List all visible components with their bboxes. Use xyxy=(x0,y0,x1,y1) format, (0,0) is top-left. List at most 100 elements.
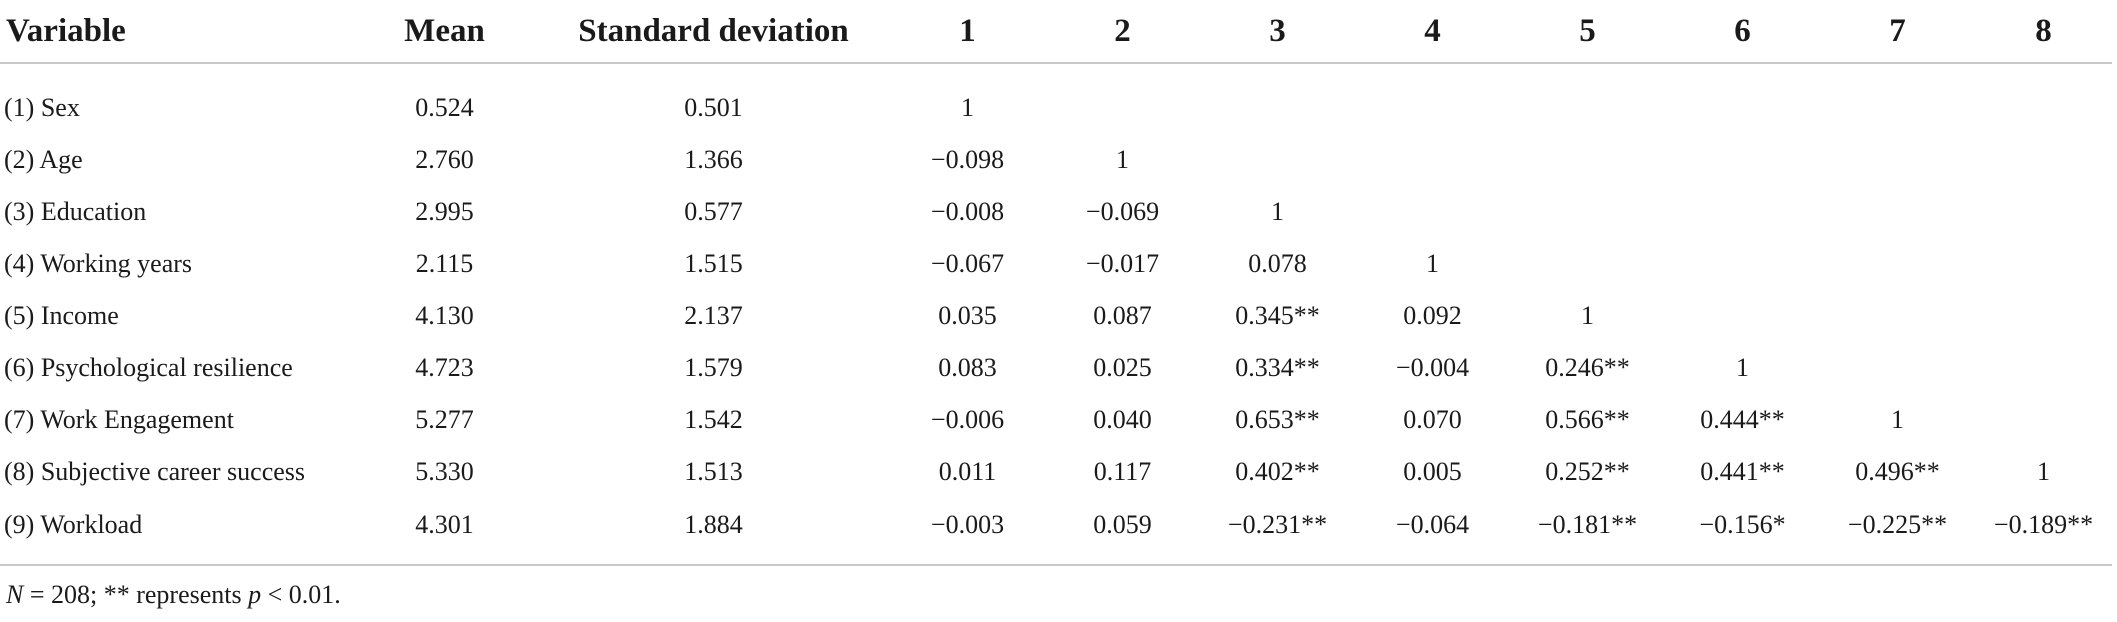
column-header-8: 8 xyxy=(1975,0,2112,64)
table-cell xyxy=(1820,342,1975,394)
table-cell xyxy=(1355,63,1510,134)
table-cell: 4.723 xyxy=(415,353,474,382)
table-cell: 1.884 xyxy=(537,498,890,566)
table-cell: 0.441** xyxy=(1700,457,1785,486)
row-variable-label: (1) Sex xyxy=(4,93,80,122)
table-cell: −0.156* xyxy=(1665,498,1820,566)
table-cell xyxy=(1665,186,1820,238)
table-cell xyxy=(1975,394,2112,446)
table-footnote: N = 208; ** represents p < 0.01. xyxy=(6,580,341,610)
table-cell xyxy=(1820,134,1975,186)
table-cell xyxy=(1665,63,1820,134)
column-header-1: 1 xyxy=(890,0,1045,64)
table-cell: 0.402** xyxy=(1235,457,1320,486)
table-cell: 1 xyxy=(1426,249,1439,278)
table-cell: 0.653** xyxy=(1235,405,1320,434)
table-cell: 0.078 xyxy=(1248,249,1307,278)
table-cell: 4.301 xyxy=(352,498,537,566)
correlation-table-container: Variable Mean Standard deviation 1 2 3 4 5 6 7 8 (… xyxy=(0,0,2112,566)
table-cell xyxy=(1820,290,1975,342)
table-cell xyxy=(1975,134,2112,186)
table-cell: 0.040 xyxy=(1093,405,1152,434)
table-cell: 0.005 xyxy=(1403,457,1462,486)
table-cell: 0.246** xyxy=(1545,353,1630,382)
table-cell: −0.064 xyxy=(1355,498,1510,566)
column-header-variable: Variable xyxy=(0,0,352,64)
table-cell: 0.059 xyxy=(1045,498,1200,566)
table-cell xyxy=(1510,134,1665,186)
table-cell: −0.231** xyxy=(1200,498,1355,566)
table-cell: 5.330 xyxy=(415,457,474,486)
table-cell xyxy=(1665,238,1820,290)
table-cell: −0.008 xyxy=(930,197,1005,226)
table-cell: 0.501 xyxy=(684,93,743,122)
table-row: (1) Sex 0.524 0.501 1 xyxy=(0,63,2112,134)
table-cell: 0.011 xyxy=(938,457,997,486)
table-cell xyxy=(1665,290,1820,342)
table-cell xyxy=(1975,342,2112,394)
table-cell: −0.067 xyxy=(930,249,1005,278)
table-cell: 1.542 xyxy=(684,405,743,434)
row-variable-label: (3) Education xyxy=(4,197,147,226)
column-header-std-dev: Standard deviation xyxy=(537,0,890,64)
correlation-table: Variable Mean Standard deviation 1 2 3 4 5 6 7 8 (… xyxy=(0,0,2112,566)
table-cell xyxy=(1975,63,2112,134)
table-cell: 0.496** xyxy=(1855,457,1940,486)
column-header-5: 5 xyxy=(1510,0,1665,64)
table-cell: 0.566** xyxy=(1545,405,1630,434)
table-cell xyxy=(1510,238,1665,290)
table-cell: 1.579 xyxy=(684,353,743,382)
table-cell: 1.515 xyxy=(684,249,743,278)
column-header-3: 3 xyxy=(1200,0,1355,64)
table-cell xyxy=(1820,63,1975,134)
row-variable-label: (2) Age xyxy=(4,145,83,174)
table-row: (6) Psychological resilience 4.723 1.579 0.… xyxy=(0,342,2112,394)
table-row: (2) Age 2.760 1.366 −0.098 1 xyxy=(0,134,2112,186)
table-cell xyxy=(1975,186,2112,238)
table-row: (9) Workload 4.301 1.884 −0.003 0.059 −0.231*… xyxy=(0,498,2112,566)
table-cell: 1 xyxy=(2037,457,2050,486)
table-cell: 4.130 xyxy=(415,301,474,330)
table-cell: −0.017 xyxy=(1085,249,1160,278)
table-cell: 2.137 xyxy=(684,301,743,330)
table-header-row: Variable Mean Standard deviation 1 2 3 4 5 6 7 8 xyxy=(0,0,2112,64)
table-row: (3) Education 2.995 0.577 −0.008 −0.069 1 xyxy=(0,186,2112,238)
table-cell xyxy=(1975,238,2112,290)
table-row: (7) Work Engagement 5.277 1.542 −0.006 0.040… xyxy=(0,394,2112,446)
table-cell: 2.115 xyxy=(415,249,474,278)
column-header-mean: Mean xyxy=(352,0,537,64)
table-cell: 0.334** xyxy=(1235,353,1320,382)
column-header-6: 6 xyxy=(1665,0,1820,64)
table-cell: 0.087 xyxy=(1093,301,1152,330)
table-cell: −0.225** xyxy=(1820,498,1975,566)
table-cell xyxy=(1200,134,1355,186)
row-variable-label: (6) Psychological resilience xyxy=(4,353,293,382)
table-cell: 0.117 xyxy=(1093,457,1152,486)
table-cell: 1.366 xyxy=(684,145,743,174)
table-cell: 0.345** xyxy=(1235,301,1320,330)
footnote-n-label: N xyxy=(6,580,24,609)
table-cell: 0.252** xyxy=(1545,457,1630,486)
table-cell: 0.070 xyxy=(1403,405,1462,434)
table-cell: 1 xyxy=(1116,145,1129,174)
table-cell: 0.035 xyxy=(938,301,997,330)
column-header-2: 2 xyxy=(1045,0,1200,64)
table-cell: 5.277 xyxy=(415,405,474,434)
table-cell xyxy=(1820,186,1975,238)
table-cell: −0.189** xyxy=(1975,498,2112,566)
table-cell xyxy=(1820,238,1975,290)
table-cell: 1.513 xyxy=(684,457,743,486)
table-cell: −0.006 xyxy=(930,405,1005,434)
table-cell xyxy=(1045,63,1200,134)
table-row: (8) Subjective career success 5.330 1.513 0… xyxy=(0,446,2112,498)
table-body: (1) Sex 0.524 0.501 1 (2) Age 2.760 1.366 −0.09… xyxy=(0,63,2112,566)
table-cell: 0.444** xyxy=(1700,405,1785,434)
table-cell: 0.025 xyxy=(1093,353,1152,382)
table-cell: 2.995 xyxy=(415,197,474,226)
table-cell: −0.004 xyxy=(1395,353,1470,382)
table-row: (5) Income 4.130 2.137 0.035 0.087 0.345** 0.0… xyxy=(0,290,2112,342)
table-cell xyxy=(1510,63,1665,134)
table-cell: 1 xyxy=(1891,405,1904,434)
table-cell xyxy=(1355,186,1510,238)
footnote-n-value: = 208; ** represents xyxy=(23,580,249,609)
